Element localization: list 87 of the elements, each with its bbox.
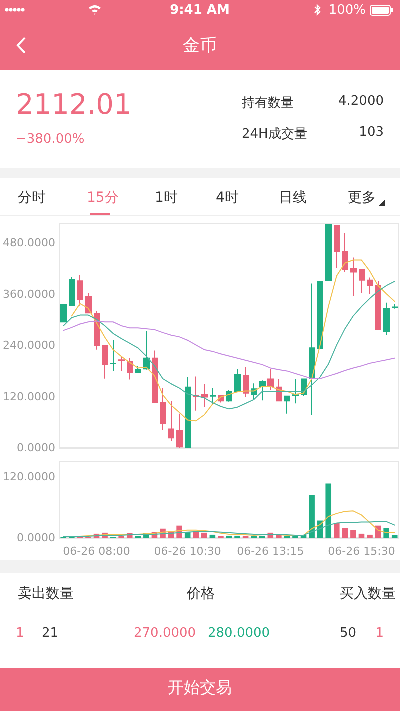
candlestick (367, 277, 373, 294)
candlestick (284, 395, 290, 414)
text: 4.2000 (338, 94, 384, 109)
candlestick (135, 366, 141, 374)
line-series (71, 260, 396, 422)
candlestick (383, 302, 390, 336)
candlestick (292, 378, 299, 404)
x-tick-label: 06-26 13:15 (237, 545, 304, 558)
bar (193, 532, 200, 538)
text: 100% (328, 3, 366, 18)
y-tick-label: 0.0000 (16, 442, 56, 454)
bar (202, 532, 208, 538)
text: 1时 (155, 189, 178, 207)
line-series (63, 320, 396, 380)
text: 1 (376, 626, 384, 641)
y-tick-label: 120.0000 (2, 470, 56, 484)
candlestick (118, 356, 125, 372)
text: 280.0000 (208, 626, 270, 641)
candlestick (102, 346, 108, 380)
candlestick (152, 350, 158, 404)
text: 日线 (279, 189, 307, 207)
text: 买入数量 (340, 585, 396, 603)
candlestick (110, 340, 116, 372)
candlestick (243, 366, 249, 398)
bar (342, 528, 348, 538)
candlestick (392, 304, 398, 310)
candlestick (267, 368, 274, 390)
candlestick (69, 276, 75, 306)
candlestick (325, 224, 332, 282)
candlestick (85, 292, 92, 314)
line-series (63, 521, 396, 537)
text: 分时 (18, 189, 46, 207)
text: 15分 (87, 189, 119, 207)
text: 24H成交量 (242, 126, 308, 143)
text: 2112.01 (16, 88, 132, 121)
candlestick (359, 269, 365, 294)
bar (276, 535, 282, 538)
text: 卖出数量 (18, 585, 74, 603)
text: −380.00% (16, 132, 85, 147)
candlestick (168, 400, 174, 442)
y-tick-label: 480.0000 (2, 236, 56, 250)
candlestick (176, 413, 183, 448)
bar (350, 530, 356, 538)
candlestick (127, 358, 133, 380)
text: 9:41 AM (170, 3, 230, 18)
candlestick (60, 304, 67, 323)
x-tick-label: 06-26 10:30 (154, 545, 222, 558)
y-tick-label: 120.0000 (2, 390, 56, 404)
y-tick-label: 240.0000 (2, 339, 56, 352)
x-tick-label: 06-26 15:30 (328, 545, 396, 558)
candlestick (201, 384, 208, 408)
candlestick (193, 376, 199, 412)
text: 1 (16, 626, 24, 641)
line-series (63, 281, 396, 410)
candlestick (185, 376, 191, 448)
candlestick (334, 225, 340, 269)
y-tick-label: 0.0000 (16, 532, 56, 544)
text: 270.0000 (134, 626, 196, 641)
candlestick (309, 283, 315, 416)
candlestick (350, 257, 357, 298)
candlestick (77, 274, 83, 306)
text: 21 (42, 626, 59, 641)
bar (326, 484, 332, 538)
candlestick (160, 388, 166, 431)
text: 持有数量 (242, 95, 294, 112)
candlestick (210, 388, 216, 405)
candlestick (259, 380, 266, 402)
bar (358, 534, 365, 538)
text: 103 (359, 125, 384, 140)
bar (367, 534, 373, 538)
bar (210, 534, 216, 538)
candlestick (317, 281, 323, 350)
bar (392, 535, 398, 538)
candlestick (143, 331, 150, 370)
text: 开始交易 (167, 678, 233, 699)
bar (309, 495, 315, 538)
y-tick-label: 360.0000 (2, 288, 56, 301)
candlestick (375, 280, 381, 330)
text: 金币 (182, 35, 218, 57)
text: 更多 (348, 189, 376, 207)
text: 4时 (216, 189, 239, 207)
text: 50 (340, 626, 357, 641)
x-tick-label: 06-26 08:00 (63, 545, 130, 558)
candlestick (234, 368, 241, 392)
candlestick (342, 232, 348, 273)
text: 价格 (187, 585, 215, 603)
bar (334, 523, 340, 538)
